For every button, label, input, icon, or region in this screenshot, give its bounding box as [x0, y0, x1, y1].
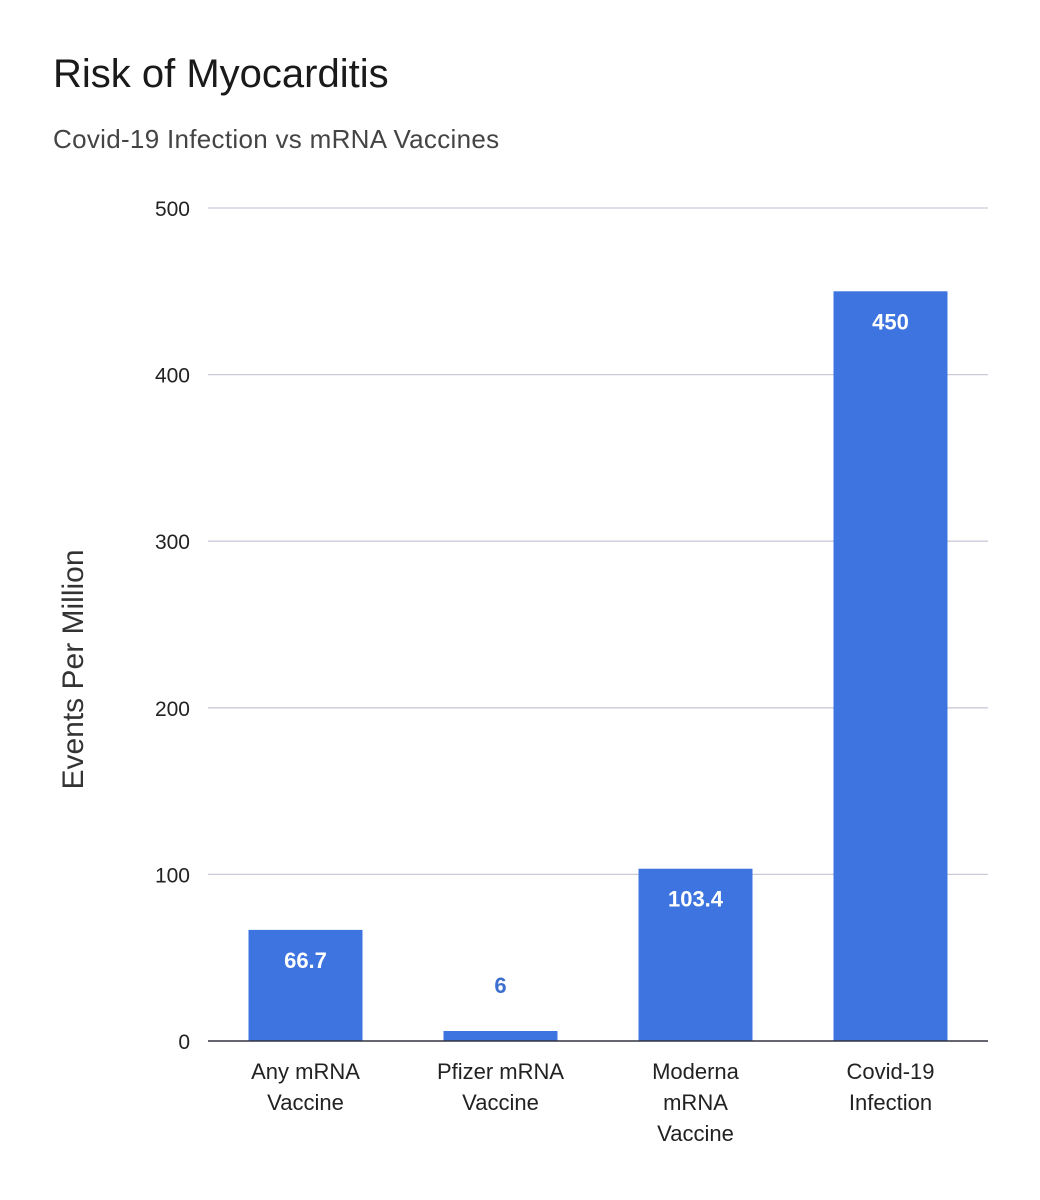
y-tick-label: 100: [155, 864, 190, 887]
y-tick-label: 300: [155, 531, 190, 554]
data-label: 103.4: [668, 887, 724, 912]
bar: [833, 291, 948, 1041]
bars: [248, 291, 948, 1041]
y-axis-ticks: 0 100 200 300 400 500: [155, 198, 190, 1054]
bar: [248, 929, 363, 1041]
bar: [638, 868, 753, 1041]
x-category-label: Vaccine: [657, 1121, 734, 1146]
x-category-label: Vaccine: [462, 1090, 539, 1115]
data-label: 66.7: [284, 948, 327, 973]
y-tick-label: 500: [155, 198, 190, 221]
x-category-label: Vaccine: [267, 1090, 344, 1115]
x-category-label: mRNA: [663, 1090, 728, 1115]
chart-title: Risk of Myocarditis: [53, 52, 389, 96]
x-axis-categories: Any mRNA Vaccine Pfizer mRNA Vaccine Moderna…: [251, 1059, 934, 1146]
y-tick-label: 400: [155, 365, 190, 388]
data-label: 6: [494, 973, 506, 998]
y-axis-title: Events Per Million: [57, 549, 90, 789]
x-category-label: Pfizer mRNA: [437, 1059, 564, 1084]
y-tick-label: 0: [178, 1031, 190, 1054]
x-category-label: Infection: [849, 1090, 932, 1115]
x-category-label: Covid-19: [846, 1059, 934, 1084]
bar: [443, 1031, 558, 1041]
y-tick-label: 200: [155, 698, 190, 721]
data-labels: 66.7 6 103.4 450: [284, 309, 909, 998]
x-category-label: Moderna: [652, 1059, 740, 1084]
x-category-label: Any mRNA: [251, 1059, 360, 1084]
chart-subtitle: Covid-19 Infection vs mRNA Vaccines: [53, 124, 500, 154]
data-label: 450: [872, 309, 909, 334]
